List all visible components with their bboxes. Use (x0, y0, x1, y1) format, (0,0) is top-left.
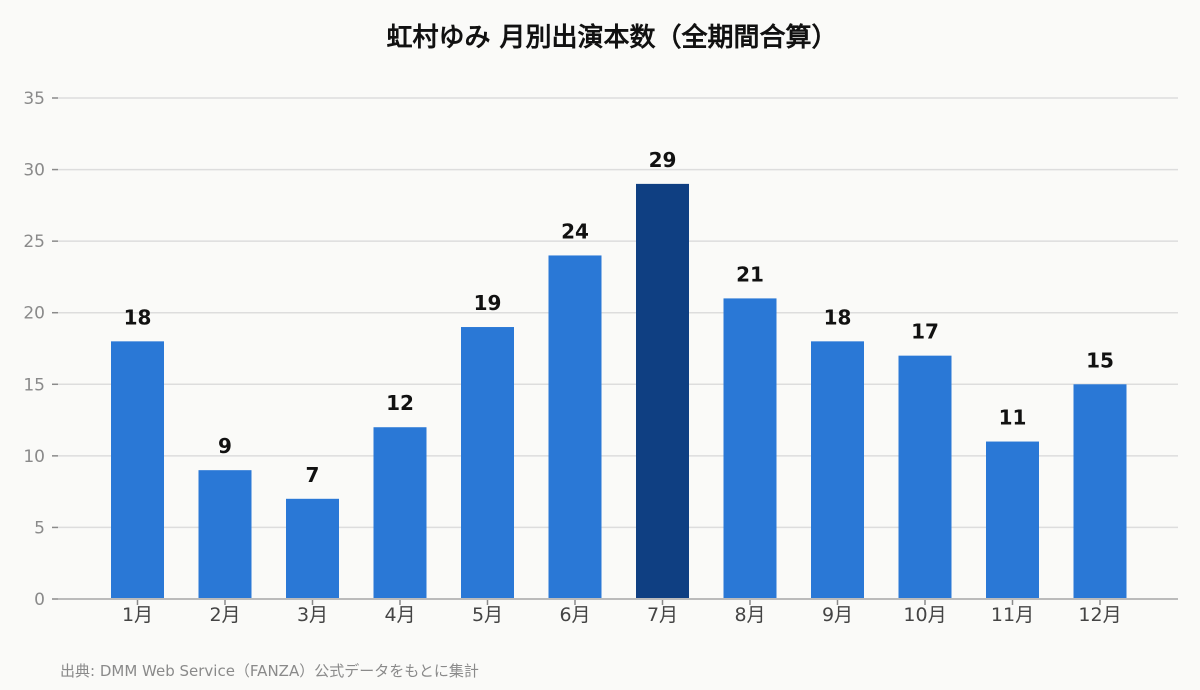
data-label: 29 (649, 148, 677, 172)
x-tick-label: 6月 (559, 604, 590, 626)
chart-title: 虹村ゆみ 月別出演本数（全期間合算） (386, 22, 837, 53)
data-label: 19 (474, 291, 502, 315)
data-label: 11 (999, 406, 1027, 430)
bar-8 (723, 298, 777, 599)
data-label: 15 (1086, 348, 1114, 372)
y-tick-label: 20 (23, 304, 45, 324)
bar-4 (373, 427, 427, 599)
data-label: 21 (736, 262, 764, 286)
x-tick-label: 10月 (903, 604, 946, 626)
x-axis: 1月 2月 3月 4月 5月 6月 7月 8月 9月 10月 11月 12月 (58, 598, 1178, 626)
bar-9 (811, 341, 864, 599)
data-label: 18 (124, 305, 152, 329)
data-label: 7 (306, 463, 320, 487)
x-tick-label: 8月 (734, 604, 765, 626)
data-label: 12 (386, 391, 414, 415)
y-tick-label: 30 (23, 161, 45, 181)
data-labels: 18 9 7 12 19 24 29 21 18 17 11 15 (124, 148, 1114, 487)
bar-7 (636, 183, 689, 599)
y-tick-label: 0 (34, 590, 45, 610)
data-label: 9 (218, 434, 232, 458)
x-tick-label: 4月 (384, 604, 415, 626)
y-tick-label: 15 (23, 375, 45, 395)
data-label: 17 (911, 320, 939, 344)
x-tick-label: 9月 (822, 604, 853, 626)
bar-1 (111, 341, 164, 599)
x-tick-label: 1月 (122, 604, 153, 626)
bar-10 (898, 355, 952, 599)
x-tick-label: 11月 (991, 604, 1034, 626)
bar-12 (1073, 384, 1127, 599)
y-tick-label: 25 (23, 232, 45, 252)
x-tick-label: 7月 (647, 604, 678, 626)
y-axis: 0 5 10 15 20 25 30 35 (23, 89, 58, 610)
bar-3 (286, 498, 339, 599)
y-tick-label: 5 (34, 518, 45, 538)
bars (111, 183, 1127, 599)
data-label: 24 (561, 219, 589, 243)
bar-11 (986, 441, 1039, 599)
bar-6 (548, 255, 602, 599)
bar-2 (198, 470, 252, 599)
x-tick-label: 3月 (297, 604, 328, 626)
y-tick-label: 10 (23, 447, 45, 467)
bar-5 (461, 327, 514, 599)
x-tick-label: 2月 (209, 604, 240, 626)
x-tick-label: 5月 (472, 604, 503, 626)
source-note: 出典: DMM Web Service（FANZA）公式データをもとに集計 (60, 662, 479, 680)
x-tick-label: 12月 (1078, 604, 1121, 626)
data-label: 18 (824, 305, 852, 329)
y-tick-label: 35 (23, 89, 45, 109)
